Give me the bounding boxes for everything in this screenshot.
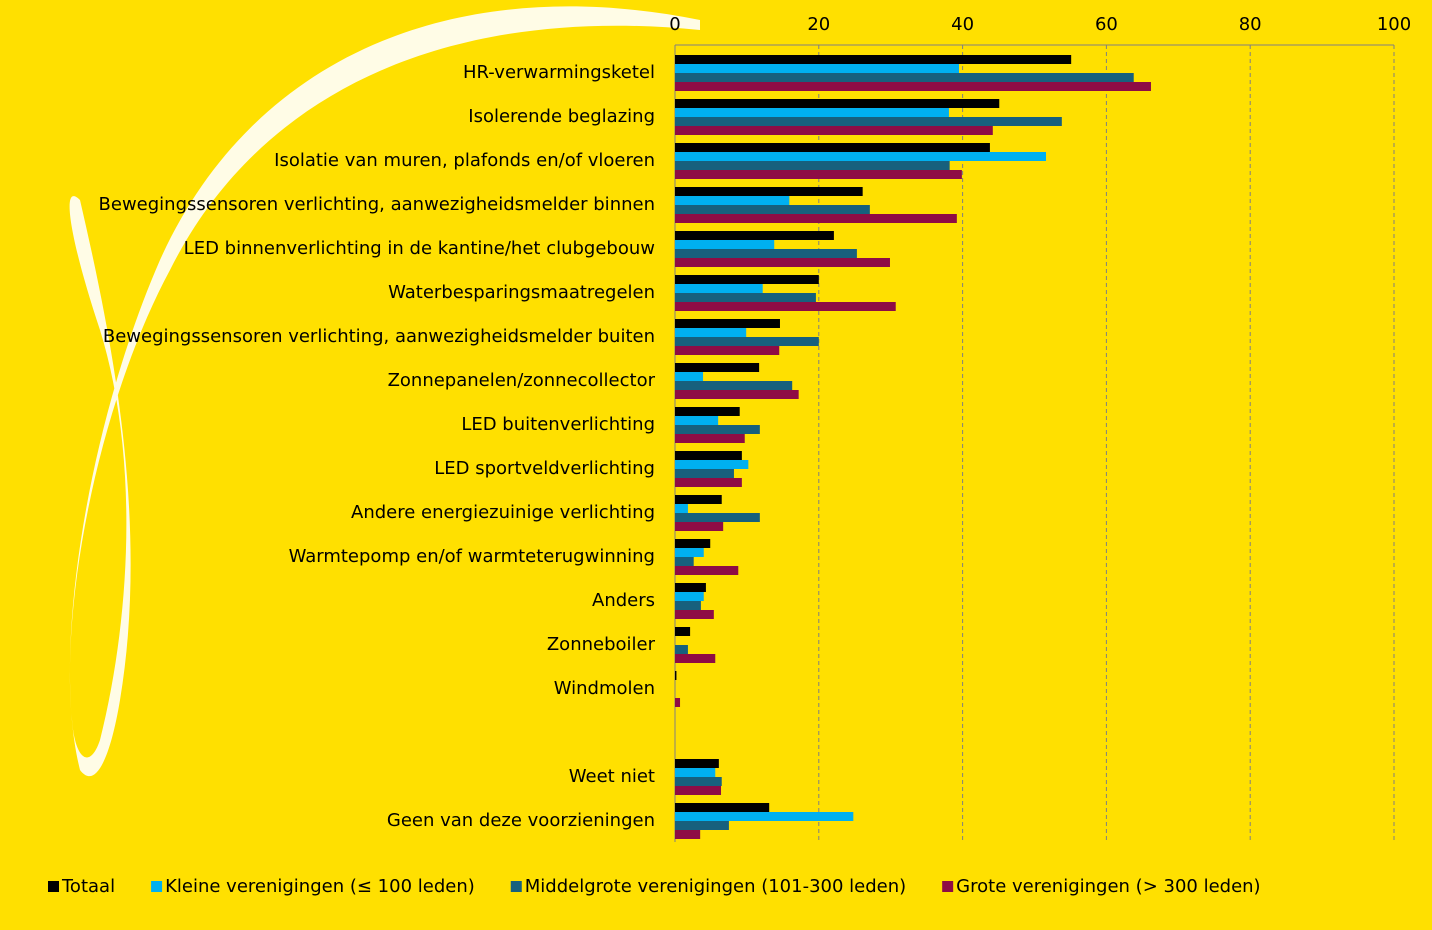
bar bbox=[675, 381, 793, 390]
y-tick-label: HR-verwarmingsketel bbox=[463, 62, 655, 83]
bar bbox=[675, 698, 681, 707]
bar bbox=[675, 495, 722, 504]
bar bbox=[675, 117, 1062, 126]
bar bbox=[675, 777, 722, 786]
y-tick-label: Zonneboiler bbox=[547, 634, 656, 655]
bar bbox=[675, 469, 734, 478]
bar bbox=[675, 513, 760, 522]
y-tick-label: Isolatie van muren, plafonds en/of vloer… bbox=[274, 150, 655, 171]
bar bbox=[675, 522, 724, 531]
bar bbox=[675, 504, 688, 513]
y-tick-label: LED sportveldverlichting bbox=[434, 458, 655, 479]
legend-label: Kleine verenigingen (≤ 100 leden) bbox=[165, 876, 475, 897]
bar bbox=[675, 671, 677, 680]
bar bbox=[675, 214, 957, 223]
bar bbox=[675, 161, 950, 170]
bar bbox=[675, 821, 729, 830]
x-tick-label: 40 bbox=[951, 14, 974, 35]
bar bbox=[675, 390, 799, 399]
bar bbox=[675, 425, 760, 434]
bar bbox=[675, 460, 749, 469]
bar bbox=[675, 346, 780, 355]
bar bbox=[675, 803, 770, 812]
x-tick-label: 100 bbox=[1377, 14, 1411, 35]
bar bbox=[675, 601, 701, 610]
bar bbox=[675, 240, 775, 249]
bar bbox=[675, 592, 704, 601]
bar bbox=[675, 170, 962, 179]
legend-swatch bbox=[510, 881, 522, 892]
bar bbox=[675, 768, 716, 777]
bar bbox=[675, 302, 896, 311]
bar bbox=[675, 566, 739, 575]
bar bbox=[675, 319, 780, 328]
x-tick-label: 20 bbox=[807, 14, 830, 35]
bar bbox=[675, 548, 704, 557]
y-tick-label: Bewegingssensoren verlichting, aanwezigh… bbox=[99, 194, 655, 215]
y-tick-label: Windmolen bbox=[554, 678, 655, 699]
bar bbox=[675, 830, 701, 839]
y-tick-label: Zonnepanelen/zonnecollector bbox=[388, 370, 656, 391]
bar bbox=[675, 363, 760, 372]
bar bbox=[675, 108, 949, 117]
y-tick-label: Geen van deze voorzieningen bbox=[387, 810, 655, 831]
bar bbox=[675, 645, 688, 654]
bar bbox=[675, 99, 1000, 108]
bar bbox=[675, 293, 816, 302]
y-tick-label: Anders bbox=[592, 590, 655, 611]
legend-swatch bbox=[942, 881, 954, 892]
bar bbox=[675, 416, 719, 425]
y-tick-label: LED buitenverlichting bbox=[461, 414, 655, 435]
legend-label: Middelgrote verenigingen (101-300 leden) bbox=[525, 876, 906, 897]
y-tick-label: Bewegingssensoren verlichting, aanwezigh… bbox=[103, 326, 655, 347]
bar bbox=[675, 812, 854, 821]
y-tick-label: Warmtepomp en/of warmteterugwinning bbox=[289, 546, 655, 567]
legend-label: Grote verenigingen (> 300 leden) bbox=[956, 876, 1260, 897]
bar bbox=[675, 407, 740, 416]
bar bbox=[675, 328, 747, 337]
bar bbox=[675, 654, 716, 663]
legend-swatch bbox=[151, 881, 163, 892]
bar bbox=[675, 610, 714, 619]
y-tick-label: Andere energiezuinige verlichting bbox=[351, 502, 655, 523]
bar bbox=[675, 196, 790, 205]
bar bbox=[675, 152, 1047, 161]
y-tick-label: Weet niet bbox=[569, 766, 655, 787]
bar bbox=[675, 249, 857, 258]
y-tick-label: Isolerende beglazing bbox=[468, 106, 655, 127]
bar bbox=[675, 759, 719, 768]
bar bbox=[675, 786, 722, 795]
bar bbox=[675, 64, 960, 73]
bar bbox=[675, 275, 819, 284]
bar bbox=[675, 557, 694, 566]
bar bbox=[675, 434, 745, 443]
legend-label: Totaal bbox=[61, 876, 115, 897]
bar bbox=[675, 583, 706, 592]
bar bbox=[675, 143, 990, 152]
x-tick-label: 60 bbox=[1095, 14, 1118, 35]
bar bbox=[675, 478, 742, 487]
y-tick-label: Waterbesparingsmaatregelen bbox=[388, 282, 655, 303]
bar bbox=[675, 126, 993, 135]
bar bbox=[675, 337, 819, 346]
bar bbox=[675, 372, 704, 381]
bar bbox=[675, 284, 763, 293]
bar bbox=[675, 627, 691, 636]
bar bbox=[675, 205, 870, 214]
bar bbox=[675, 231, 834, 240]
bar bbox=[675, 258, 890, 267]
legend-swatch bbox=[48, 881, 59, 892]
bar bbox=[675, 451, 742, 460]
y-tick-label: LED binnenverlichting in de kantine/het … bbox=[184, 238, 655, 259]
x-tick-label: 0 bbox=[669, 14, 680, 35]
bar bbox=[675, 539, 711, 548]
bar bbox=[675, 187, 863, 196]
bar bbox=[675, 55, 1072, 64]
bar bbox=[675, 73, 1134, 82]
bar bbox=[675, 82, 1151, 91]
x-tick-label: 80 bbox=[1239, 14, 1262, 35]
